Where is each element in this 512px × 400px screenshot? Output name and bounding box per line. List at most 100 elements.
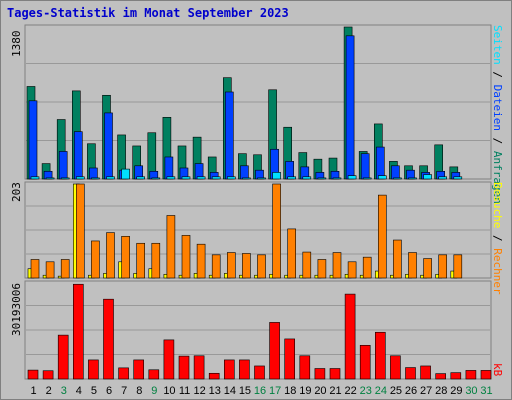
top-panel-max-label: 1380 xyxy=(10,30,23,58)
bar-kb-day-15 xyxy=(239,359,250,380)
x-tick-label-day-25: 25 xyxy=(390,385,402,397)
bar-dateien-day-23 xyxy=(360,153,370,180)
x-tick-label-day-13: 13 xyxy=(209,385,221,397)
bar-seiten-day-10 xyxy=(166,176,176,180)
middle-panel-legend: Besuche / Rechner xyxy=(491,182,504,295)
legend-item-besuche: Besuche xyxy=(491,182,504,229)
bar-rechner-day-9 xyxy=(151,242,161,279)
bar-kb-day-29 xyxy=(450,372,462,380)
bar-dateien-day-24 xyxy=(375,146,385,180)
bar-rechner-day-16 xyxy=(257,254,266,279)
bar-kb-day-10 xyxy=(163,339,175,380)
x-tick-label-day-28: 28 xyxy=(435,385,447,397)
bar-dateien-day-10 xyxy=(164,156,174,180)
bar-seiten-day-16 xyxy=(257,177,266,180)
x-tick-label-day-11: 11 xyxy=(179,385,190,397)
bar-rechner-day-23 xyxy=(362,256,372,279)
x-tick-label-day-20: 20 xyxy=(314,385,326,397)
chart-title: Tages-Statistik im Monat September 2023 xyxy=(7,6,289,20)
bar-kb-day-22 xyxy=(344,293,356,380)
x-tick-label-day-1: 1 xyxy=(30,385,36,397)
bar-kb-day-21 xyxy=(329,368,341,380)
bar-seiten-day-13 xyxy=(211,176,221,180)
bar-dateien-day-25 xyxy=(391,165,400,180)
legend-item-kb: kB xyxy=(491,363,504,377)
bar-seiten-day-14 xyxy=(227,176,236,180)
bar-rechner-day-1 xyxy=(30,259,40,279)
bar-kb-day-31 xyxy=(480,370,492,380)
legend-separator: / xyxy=(491,130,504,151)
bottom-panel-legend: kB xyxy=(491,363,504,376)
x-tick-label-day-5: 5 xyxy=(91,385,97,397)
bar-seiten-day-28 xyxy=(438,176,448,180)
bar-seiten-day-3 xyxy=(60,177,70,180)
bar-kb-day-28 xyxy=(435,373,447,380)
middle-panel-max-label: 203 xyxy=(10,182,23,202)
bar-kb-day-4 xyxy=(73,283,84,380)
bar-kb-day-2 xyxy=(42,370,54,380)
bar-kb-day-13 xyxy=(208,372,220,380)
bar-rechner-day-7 xyxy=(121,236,130,279)
x-tick-label-day-12: 12 xyxy=(194,385,206,397)
bottom-panel-max-label: 30193006 xyxy=(10,283,23,336)
bar-seiten-day-18 xyxy=(287,176,297,180)
x-tick-label-day-4: 4 xyxy=(76,385,82,397)
bar-seiten-day-6 xyxy=(106,176,115,180)
bar-rechner-day-17 xyxy=(272,183,281,279)
x-tick-label-day-3: 3 xyxy=(61,385,67,397)
x-tick-label-day-30: 30 xyxy=(465,385,477,397)
bar-seiten-day-26 xyxy=(408,177,417,180)
bar-rechner-day-13 xyxy=(211,254,221,279)
bar-dateien-day-6 xyxy=(104,112,113,180)
bar-rechner-day-10 xyxy=(166,215,176,279)
x-tick-label-day-27: 27 xyxy=(420,385,432,397)
bar-kb-day-19 xyxy=(299,355,311,380)
bar-kb-day-1 xyxy=(27,369,39,380)
bar-dateien-day-15 xyxy=(240,165,249,180)
bar-kb-day-11 xyxy=(178,355,190,380)
x-tick-label-day-7: 7 xyxy=(121,385,127,397)
x-tick-label-day-8: 8 xyxy=(136,385,142,397)
bar-seiten-day-12 xyxy=(196,176,206,180)
bar-seiten-day-27 xyxy=(423,174,432,180)
bar-dateien-day-18 xyxy=(285,161,295,180)
bar-kb-day-27 xyxy=(420,365,431,380)
x-tick-label-day-14: 14 xyxy=(224,385,236,397)
bar-rechner-day-26 xyxy=(408,252,417,279)
bar-kb-day-17 xyxy=(269,322,280,380)
x-tick-label-day-21: 21 xyxy=(329,385,341,397)
bar-seiten-day-8 xyxy=(136,176,145,180)
bar-rechner-day-18 xyxy=(287,228,297,279)
bar-kb-day-18 xyxy=(284,338,296,380)
legend-item-seiten: Seiten xyxy=(491,25,504,65)
bar-kb-day-12 xyxy=(193,355,205,380)
bar-seiten-day-4 xyxy=(76,176,85,180)
bar-rechner-day-8 xyxy=(136,242,145,279)
top-panel-legend: Seiten / Dateien / Anfragen xyxy=(491,25,504,204)
legend-separator: / xyxy=(491,64,504,85)
bar-dateien-day-4 xyxy=(74,131,83,180)
bar-kb-day-24 xyxy=(374,331,386,380)
x-tick-label-day-18: 18 xyxy=(284,385,296,397)
bar-rechner-day-12 xyxy=(196,243,206,279)
bar-kb-day-14 xyxy=(224,359,235,380)
x-tick-label-day-2: 2 xyxy=(46,385,52,397)
legend-item-rechner: Rechner xyxy=(491,248,504,295)
bar-seiten-day-19 xyxy=(302,176,312,180)
bar-seiten-day-5 xyxy=(91,177,100,180)
bar-rechner-day-22 xyxy=(347,261,357,279)
x-tick-label-day-29: 29 xyxy=(450,385,462,397)
x-tick-label-day-19: 19 xyxy=(299,385,311,397)
bar-dateien-day-22 xyxy=(345,35,355,180)
bar-seiten-day-20 xyxy=(317,177,327,180)
bar-seiten-day-25 xyxy=(393,177,402,180)
bar-kb-day-16 xyxy=(254,365,265,380)
bar-kb-day-9 xyxy=(148,369,160,380)
bar-rechner-day-24 xyxy=(377,194,387,279)
bar-seiten-day-2 xyxy=(45,177,55,180)
bar-rechner-day-2 xyxy=(45,261,55,279)
bar-rechner-day-6 xyxy=(106,232,115,279)
bar-seiten-day-29 xyxy=(453,176,463,180)
bar-seiten-day-22 xyxy=(347,175,357,180)
